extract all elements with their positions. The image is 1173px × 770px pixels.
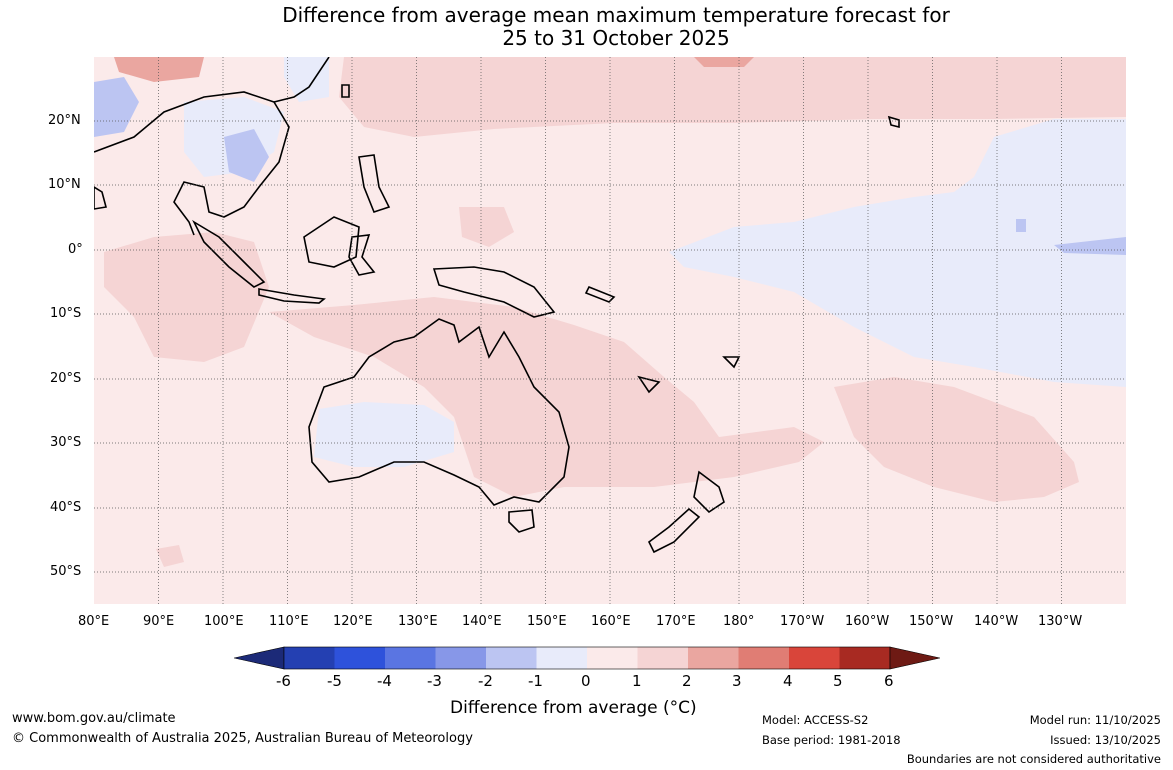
lon-tick: 140°E bbox=[462, 614, 502, 629]
lat-tick: 40°S bbox=[50, 500, 82, 515]
lat-tick: 30°S bbox=[50, 435, 82, 450]
lon-tick: 130°W bbox=[1038, 614, 1083, 629]
lon-tick: 100°E bbox=[204, 614, 244, 629]
map-canvas bbox=[94, 57, 1126, 604]
colorbar-segment bbox=[284, 647, 335, 669]
map-title: Difference from average mean maximum tem… bbox=[0, 4, 1173, 50]
lon-tick: 160°E bbox=[591, 614, 631, 629]
colorbar-segment bbox=[536, 647, 588, 669]
china-coast-outline bbox=[273, 57, 330, 103]
lon-tick: 90°E bbox=[143, 614, 175, 629]
lon-tick: 140°W bbox=[974, 614, 1019, 629]
colorbar-segment bbox=[688, 647, 739, 669]
base-period: Base period: 1981-2018 bbox=[762, 733, 901, 747]
lat-tick: 0° bbox=[68, 242, 83, 257]
website-link[interactable]: www.bom.gov.au/climate bbox=[12, 711, 176, 726]
model-name: Model: ACCESS-S2 bbox=[762, 713, 869, 727]
hawaii-outline bbox=[887, 115, 900, 129]
colorbar-tick: 6 bbox=[884, 672, 894, 690]
copyright-text: © Commonwealth of Australia 2025, Austra… bbox=[12, 731, 473, 746]
java-outline bbox=[258, 288, 326, 304]
title-line-2: 25 to 31 October 2025 bbox=[502, 26, 730, 50]
colorbar-segment bbox=[587, 647, 638, 669]
lon-tick: 170°W bbox=[780, 614, 825, 629]
colorbar-segment bbox=[789, 647, 840, 669]
colorbar-tick: -2 bbox=[478, 672, 493, 690]
colorbar-tick: 2 bbox=[682, 672, 692, 690]
colorbar bbox=[233, 646, 941, 670]
lon-tick: 80°E bbox=[78, 614, 110, 629]
coastlines bbox=[94, 57, 900, 554]
colorbar-tick: -6 bbox=[276, 672, 291, 690]
lon-tick: 120°E bbox=[333, 614, 373, 629]
se-asia-outline bbox=[94, 91, 290, 236]
lat-tick: 20°S bbox=[50, 371, 82, 386]
colorbar-extend-low bbox=[233, 646, 285, 670]
taiwan-outline bbox=[341, 84, 350, 98]
colorbar-tick: -1 bbox=[528, 672, 543, 690]
colorbar-tick: -5 bbox=[327, 672, 342, 690]
anomaly-warm-2-3 bbox=[114, 57, 754, 82]
colorbar-bar bbox=[233, 646, 941, 670]
colorbar-tick: 4 bbox=[783, 672, 793, 690]
colorbar-tick: 1 bbox=[632, 672, 642, 690]
lon-tick: 150°E bbox=[527, 614, 567, 629]
colorbar-segment bbox=[839, 647, 891, 669]
philippines-outline bbox=[358, 154, 391, 213]
lat-tick: 10°S bbox=[50, 306, 82, 321]
borneo-outline bbox=[303, 216, 360, 268]
lon-tick: 180° bbox=[723, 614, 755, 629]
model-run-date: Model run: 11/10/2025 bbox=[1029, 713, 1161, 727]
lon-tick: 150°W bbox=[909, 614, 954, 629]
lon-tick: 110°E bbox=[269, 614, 309, 629]
anomaly-warm-1-2 bbox=[104, 57, 1126, 567]
sri-lanka-outline bbox=[94, 186, 107, 210]
lat-tick: 20°N bbox=[48, 113, 81, 128]
lon-tick: 160°W bbox=[845, 614, 890, 629]
graticule bbox=[94, 57, 1126, 604]
issued-date: Issued: 13/10/2025 bbox=[1050, 733, 1161, 747]
lon-tick: 130°E bbox=[398, 614, 438, 629]
australia-outline bbox=[308, 318, 570, 506]
new-caledonia-outline bbox=[637, 375, 661, 394]
nz-south-outline bbox=[647, 507, 701, 554]
new-guinea-outline bbox=[432, 266, 556, 318]
lat-tick: 50°S bbox=[50, 564, 82, 579]
sulawesi-outline bbox=[348, 234, 376, 276]
tasmania-outline bbox=[508, 509, 535, 533]
sumatra-outline bbox=[192, 219, 266, 288]
colorbar-tick: 5 bbox=[833, 672, 843, 690]
title-line-1: Difference from average mean maximum tem… bbox=[282, 3, 950, 27]
colorbar-segment bbox=[637, 647, 689, 669]
boundaries-disclaimer: Boundaries are not considered authoritat… bbox=[906, 752, 1161, 766]
lon-tick: 170°E bbox=[656, 614, 696, 629]
anomaly-map bbox=[94, 57, 1126, 604]
lat-tick: 10°N bbox=[48, 177, 81, 192]
colorbar-title: Difference from average (°C) bbox=[450, 698, 697, 718]
colorbar-segment bbox=[486, 647, 537, 669]
colorbar-extend-high bbox=[889, 646, 941, 670]
nz-north-outline bbox=[693, 470, 725, 514]
colorbar-segment bbox=[435, 647, 487, 669]
solomon-outline bbox=[584, 285, 616, 303]
colorbar-segment bbox=[385, 647, 436, 669]
anomaly-cool-1-2 bbox=[94, 77, 1126, 255]
fiji-outline bbox=[722, 356, 741, 369]
colorbar-segment bbox=[334, 647, 386, 669]
colorbar-segment bbox=[738, 647, 790, 669]
colorbar-tick: -4 bbox=[377, 672, 392, 690]
colorbar-tick: 0 bbox=[581, 672, 591, 690]
colorbar-tick: 3 bbox=[732, 672, 742, 690]
colorbar-tick: -3 bbox=[427, 672, 442, 690]
